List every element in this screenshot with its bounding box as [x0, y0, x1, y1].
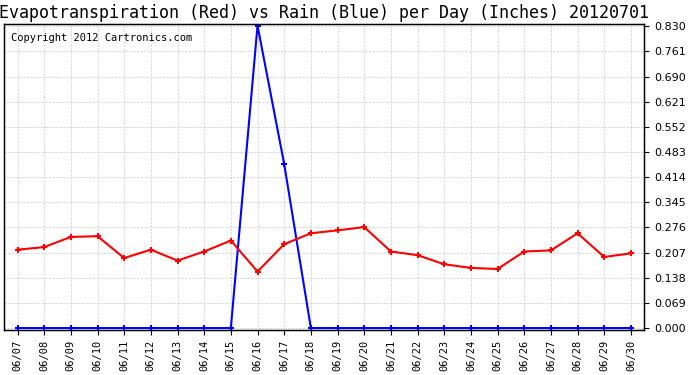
Text: Copyright 2012 Cartronics.com: Copyright 2012 Cartronics.com	[10, 33, 192, 43]
Title: Evapotranspiration (Red) vs Rain (Blue) per Day (Inches) 20120701: Evapotranspiration (Red) vs Rain (Blue) …	[0, 4, 649, 22]
